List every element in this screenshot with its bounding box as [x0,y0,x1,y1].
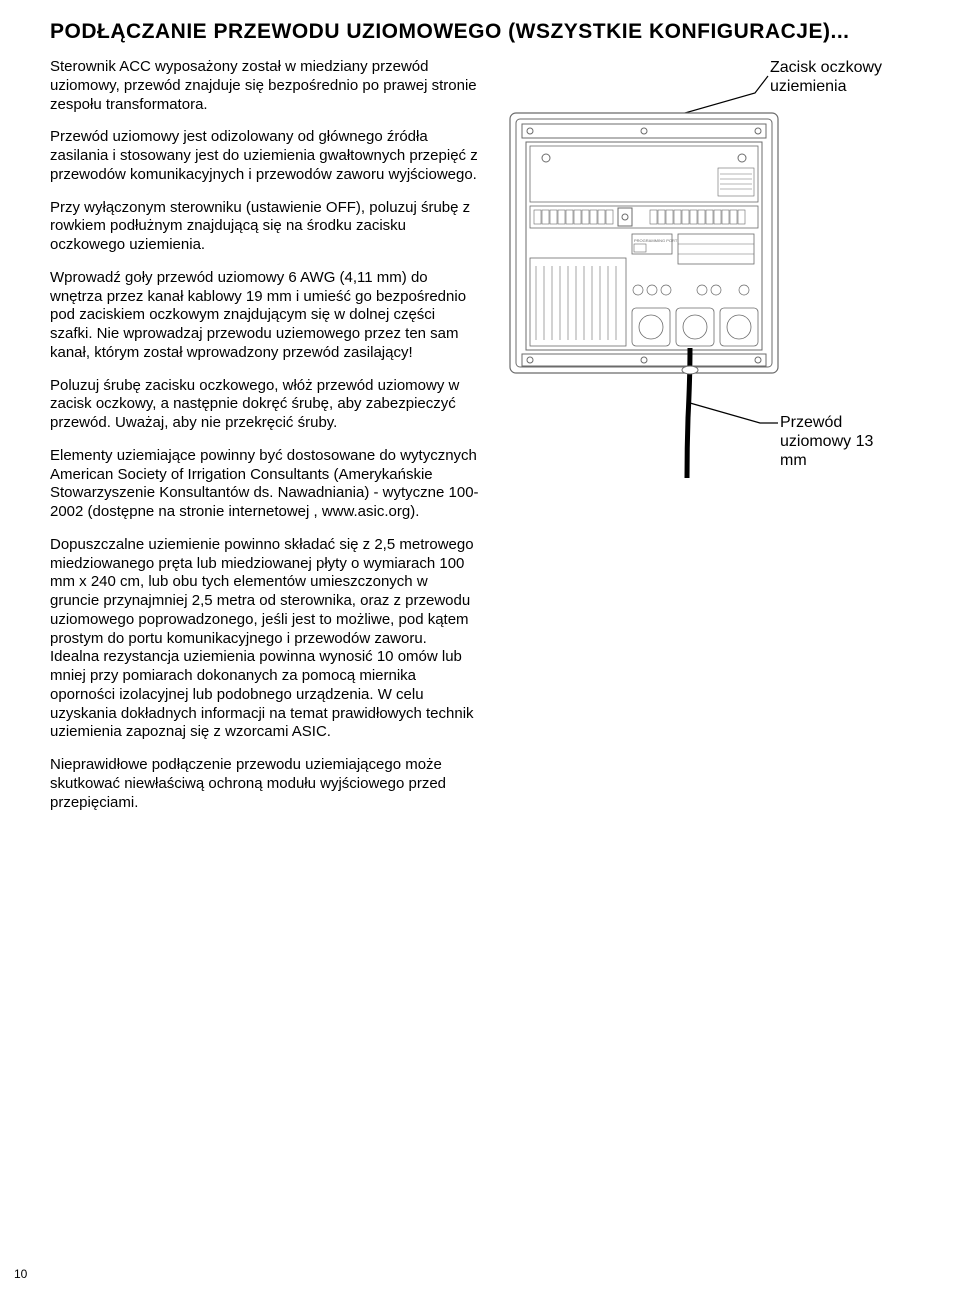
label-ground-lug: Zacisk oczkowy uziemienia [770,58,900,96]
page-number: 10 [14,1267,27,1281]
paragraph: Dopuszczalne uziemienie powinno składać … [50,536,480,742]
label-ground-wire: Przewód uziomowy 13 mm [780,413,900,471]
diagram-column: Zacisk oczkowy uziemienia Przewód uziomo… [500,58,930,826]
paragraph: Poluzuj śrubę zacisku oczkowego, włóż pr… [50,377,480,433]
text-column: Sterownik ACC wyposażony został w miedzi… [50,58,480,826]
paragraph: Przy wyłączonym sterowniku (ustawienie O… [50,199,480,255]
page-title: PODŁĄCZANIE PRZEWODU UZIOMOWEGO (WSZYSTK… [50,20,930,44]
paragraph: Sterownik ACC wyposażony został w miedzi… [50,58,480,114]
port-label: PROGRAMMING PORT [634,238,678,243]
paragraph: Nieprawidłowe podłączenie przewodu uziem… [50,756,480,812]
paragraph: Elementy uziemiające powinny być dostoso… [50,447,480,522]
paragraph: Wprowadź goły przewód uziomowy 6 AWG (4,… [50,269,480,363]
paragraph: Przewód uziomowy jest odizolowany od głó… [50,128,480,184]
